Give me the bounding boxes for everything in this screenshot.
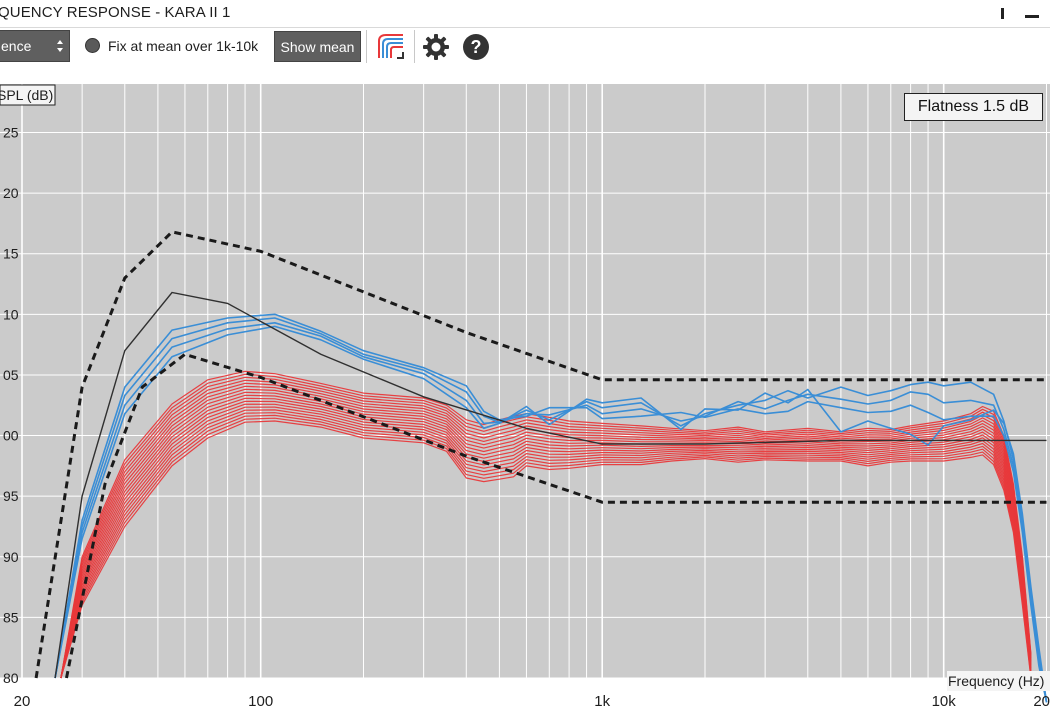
- show-mean-button[interactable]: Show mean: [274, 31, 361, 62]
- target-series-group: [54, 291, 1047, 679]
- help-icon[interactable]: ?: [462, 33, 490, 61]
- frequency-response-chart: 80 85 90 95 00 05 10 15 20 25 20 100 1k 10k 20 SPL (d…: [0, 66, 1050, 713]
- y-tick-labels: 80 85 90 95 00 05 10 15 20 25: [3, 124, 19, 686]
- y-tick-label: 95: [3, 488, 19, 504]
- svg-text:?: ?: [471, 37, 482, 57]
- x-tick-label: 100: [248, 693, 273, 710]
- limit-lines-group: [34, 230, 1047, 679]
- window-control-bar[interactable]: [1001, 8, 1004, 19]
- legend-icon[interactable]: [376, 31, 406, 61]
- x-tick-label: 10k: [932, 693, 957, 710]
- red-series-line: [60, 417, 1032, 679]
- red-series-line: [60, 414, 1032, 679]
- blue-series-line: [54, 322, 1048, 703]
- select-arrows-icon: [57, 40, 63, 52]
- minimize-icon[interactable]: [1025, 15, 1039, 18]
- toolbar: ence Fix at mean over 1k-10k Show mean ?: [0, 28, 1050, 66]
- x-tick-label: 1k: [594, 693, 610, 710]
- toolbar-separator: [366, 30, 367, 63]
- red-series-line: [60, 394, 1032, 679]
- y-tick-label: 00: [3, 428, 19, 444]
- red-series-line: [60, 370, 1032, 679]
- red-series-line: [60, 420, 1032, 679]
- y-tick-label: 05: [3, 367, 19, 383]
- red-series-group: [60, 370, 1032, 679]
- y-tick-label: 10: [3, 306, 19, 322]
- window-title: QUENCY RESPONSE - KARA II 1: [0, 4, 231, 21]
- y-tick-label: 85: [3, 609, 19, 625]
- red-series-line: [60, 391, 1032, 679]
- red-series-line: [60, 388, 1032, 679]
- gear-icon[interactable]: [422, 33, 450, 61]
- blue-series-line: [54, 313, 1048, 703]
- red-series-line: [60, 406, 1032, 679]
- blue-series-group: [54, 313, 1048, 703]
- title-bar: QUENCY RESPONSE - KARA II 1: [0, 0, 1050, 28]
- y-tick-label: 25: [3, 124, 19, 140]
- target-curve-line: [54, 291, 1047, 679]
- reference-select[interactable]: ence: [0, 30, 70, 62]
- flatness-badge: Flatness 1.5 dB: [904, 93, 1043, 121]
- blue-series-line: [54, 317, 1048, 703]
- fix-at-mean-label: Fix at mean over 1k-10k: [108, 38, 259, 54]
- y-tick-label: 20: [3, 185, 19, 201]
- red-series-line: [60, 409, 1032, 679]
- grid-minor: [0, 84, 1050, 679]
- toolbar-separator: [414, 30, 415, 63]
- red-series-line: [60, 397, 1032, 679]
- red-series-line: [60, 382, 1032, 679]
- x-tick-label: 20: [1033, 693, 1050, 710]
- reference-select-value: ence: [1, 38, 32, 54]
- fix-at-mean-radio[interactable]: [85, 38, 100, 53]
- red-series-line: [60, 385, 1032, 679]
- red-series-line: [60, 400, 1032, 679]
- y-tick-label: 90: [3, 549, 19, 565]
- blue-series-line: [54, 325, 1048, 703]
- x-tick-labels: 20 100 1k 10k 20: [14, 693, 1050, 710]
- y-tick-label: 80: [3, 670, 19, 686]
- limit-line-lower: [65, 352, 1047, 679]
- limit-line-upper: [34, 230, 1047, 679]
- x-tick-label: 20: [14, 693, 31, 710]
- red-series-line: [60, 403, 1032, 679]
- red-series-line: [60, 412, 1032, 679]
- y-tick-label: 15: [3, 246, 19, 262]
- x-axis-label: Frequency (Hz): [948, 673, 1044, 689]
- red-series-line: [60, 376, 1032, 679]
- y-axis-label: SPL (dB): [0, 87, 53, 103]
